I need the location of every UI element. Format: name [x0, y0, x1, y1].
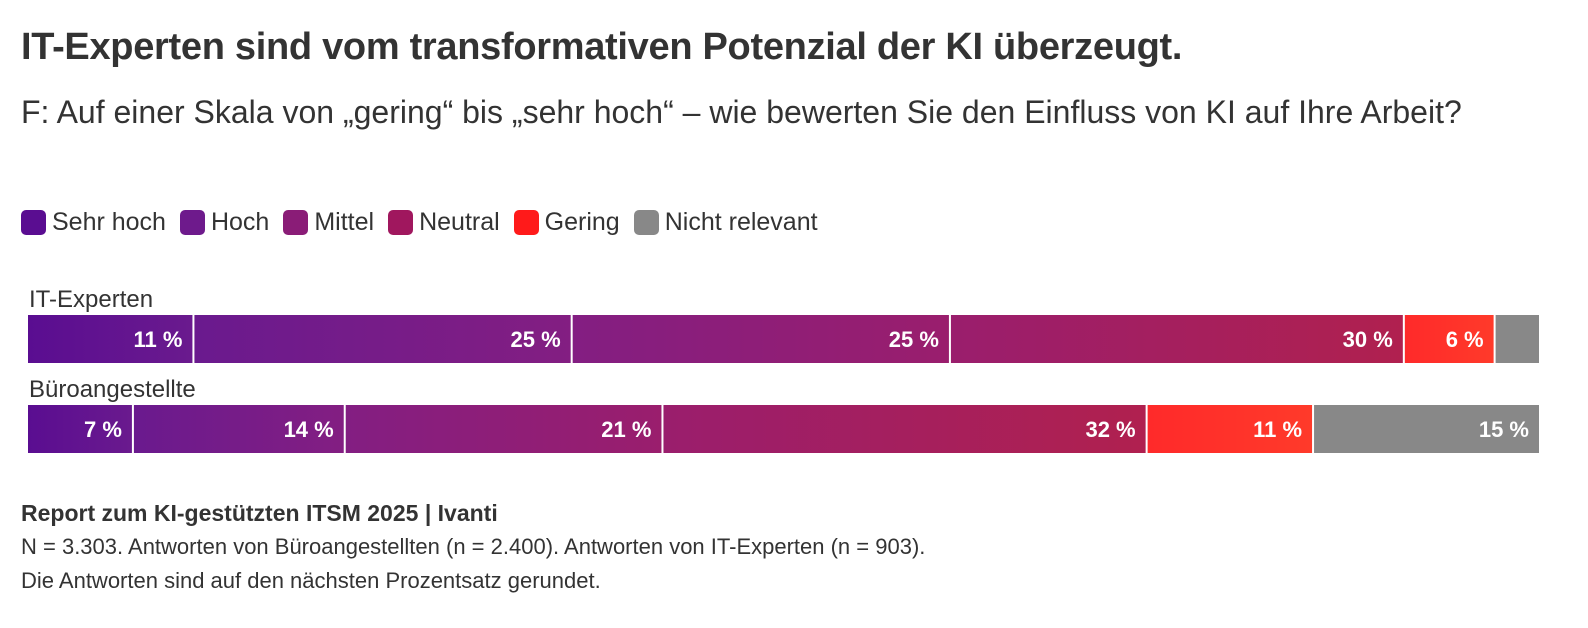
- bar-segment-mittel: [345, 405, 662, 453]
- chart-title: IT-Experten sind vom transformativen Pot…: [21, 26, 1183, 68]
- bar-segment-mittel: [572, 315, 949, 363]
- legend-label: Sehr hoch: [52, 208, 166, 236]
- legend-swatch-icon: [179, 210, 205, 235]
- legend-swatch-icon: [283, 210, 309, 235]
- data-label: 32 %: [1085, 417, 1135, 442]
- legend-item-hoch: Hoch: [179, 208, 270, 237]
- legend-label: Gering: [544, 208, 620, 236]
- footer: Report zum KI-gestützten ITSM 2025 | Iva…: [21, 496, 925, 598]
- chart-subtitle: F: Auf einer Skala von „gering“ bis „seh…: [21, 94, 1462, 130]
- data-label: 11 %: [133, 327, 182, 352]
- legend-swatch-icon: [21, 210, 46, 235]
- bar-segment-gering: [1404, 315, 1494, 363]
- bar-segment-nicht-relevant: [1314, 405, 1539, 453]
- category-label: IT-Experten: [29, 286, 153, 313]
- legend-label: Hoch: [210, 208, 270, 236]
- legend-swatch-icon: [388, 210, 414, 235]
- data-label: 14 %: [284, 417, 334, 442]
- bar-segment-neutral: [950, 315, 1403, 363]
- bar-segment-hoch: [194, 315, 571, 363]
- bar-segment-hoch: [133, 405, 344, 453]
- stacked-bar-chart: IT-Experten 11 % 25 % 25 % 30 % 6 % Büroangest…: [28, 286, 1539, 453]
- data-label: 11 %: [1253, 417, 1302, 442]
- legend-swatch-icon: [513, 210, 539, 235]
- legend-label: Mittel: [314, 208, 375, 236]
- category-label: Büroangestellte: [29, 376, 196, 403]
- sample-note: N = 3.303. Antworten von Büroangestellte…: [21, 534, 926, 559]
- source-line: Report zum KI-gestützten ITSM 2025 | Iva…: [21, 500, 498, 526]
- data-label: 6 %: [1446, 327, 1484, 352]
- legend-swatch-icon: [633, 210, 659, 235]
- legend-item-sehr-hoch: Sehr hoch: [21, 208, 166, 237]
- data-label: 25 %: [511, 327, 561, 352]
- data-label: 25 %: [889, 327, 939, 352]
- legend-label: Neutral: [419, 208, 500, 236]
- legend-item-neutral: Neutral: [388, 208, 500, 237]
- bar-segment-sehr-hoch: [28, 315, 193, 363]
- bar-segment-sehr-hoch: [28, 405, 132, 453]
- legend: Sehr hoch Hoch Mittel Neutral Gering Nic…: [21, 208, 832, 237]
- rounding-note: Die Antworten sind auf den nächsten Proz…: [21, 568, 601, 593]
- bar-segment-neutral: [663, 405, 1146, 453]
- legend-label: Nicht relevant: [664, 208, 818, 236]
- bar-segment-nicht-relevant: [1495, 315, 1539, 363]
- legend-item-gering: Gering: [513, 208, 620, 237]
- data-label: 21 %: [601, 417, 651, 442]
- data-label: 30 %: [1343, 327, 1393, 352]
- data-label: 15 %: [1479, 417, 1529, 442]
- bar-segment-gering: [1147, 405, 1313, 453]
- legend-item-nicht-relevant: Nicht relevant: [633, 208, 818, 237]
- data-label: 7 %: [84, 417, 122, 442]
- legend-item-mittel: Mittel: [283, 208, 374, 237]
